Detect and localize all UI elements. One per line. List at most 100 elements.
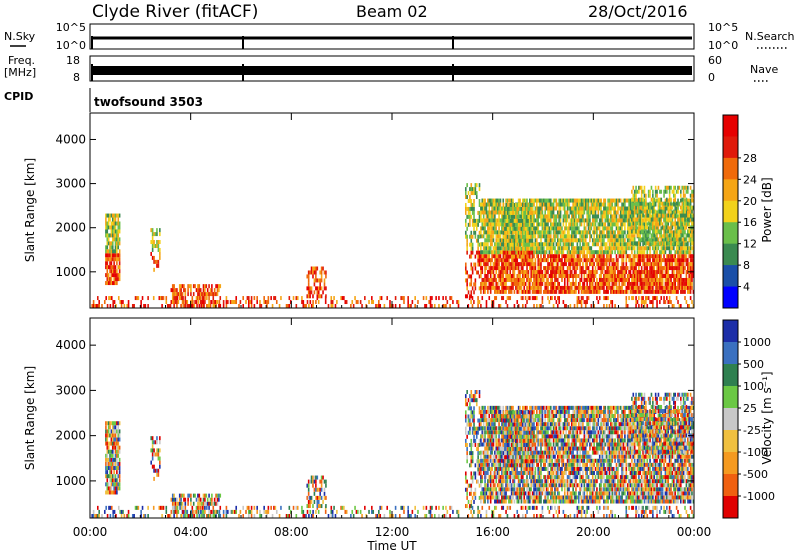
power-cell bbox=[537, 274, 540, 278]
power-cell bbox=[526, 214, 528, 219]
power-cell bbox=[628, 270, 630, 275]
power-cell bbox=[621, 226, 623, 231]
power-cell bbox=[579, 202, 581, 207]
power-cell bbox=[111, 217, 114, 222]
power-cell bbox=[656, 237, 658, 242]
power-cell bbox=[106, 277, 109, 282]
power-cell bbox=[586, 277, 588, 282]
power-cell bbox=[556, 262, 559, 267]
power-cell bbox=[513, 304, 516, 308]
power-cell bbox=[171, 300, 174, 305]
power-cell bbox=[573, 222, 576, 227]
power-cell bbox=[684, 185, 686, 190]
power-cell bbox=[666, 237, 668, 242]
power-cell bbox=[449, 296, 451, 301]
power-cell bbox=[524, 234, 527, 239]
power-cell bbox=[639, 209, 642, 214]
power-cell bbox=[579, 230, 581, 235]
power-cell bbox=[604, 246, 607, 251]
power-cell bbox=[673, 270, 675, 275]
power-cell bbox=[663, 300, 665, 305]
power-cell bbox=[510, 206, 513, 211]
power-cell bbox=[478, 262, 481, 267]
power-cell bbox=[178, 288, 181, 293]
power-cell bbox=[543, 230, 545, 235]
power-cell bbox=[156, 228, 158, 233]
power-cell bbox=[626, 242, 629, 247]
power-cell bbox=[429, 300, 432, 305]
power-cell bbox=[670, 258, 672, 263]
power-cell bbox=[596, 285, 598, 290]
power-cell bbox=[452, 300, 454, 305]
power-cell bbox=[562, 262, 565, 267]
power-cell bbox=[306, 286, 309, 291]
power-cell bbox=[528, 238, 531, 243]
power-cell bbox=[680, 250, 682, 255]
power-cell bbox=[488, 281, 491, 286]
power-cell bbox=[661, 274, 664, 278]
power-cell bbox=[534, 210, 537, 215]
power-cell bbox=[569, 234, 572, 239]
power-cell bbox=[503, 262, 506, 267]
power-cell bbox=[604, 226, 607, 231]
power-cell bbox=[659, 189, 661, 194]
power-cell bbox=[556, 246, 559, 251]
power-cell bbox=[351, 300, 354, 305]
power-cell bbox=[643, 206, 646, 211]
power-cell bbox=[480, 242, 482, 247]
power-cell bbox=[642, 242, 644, 247]
power-cell bbox=[555, 242, 558, 247]
power-cell bbox=[643, 277, 646, 282]
power-cell bbox=[660, 214, 663, 219]
power-cell bbox=[506, 296, 509, 301]
power-cell bbox=[166, 304, 169, 308]
power-cell bbox=[522, 266, 524, 271]
power-cell bbox=[464, 294, 467, 299]
power-cell bbox=[654, 270, 657, 275]
power-cell bbox=[151, 228, 154, 233]
power-cell bbox=[664, 198, 667, 203]
power-cell bbox=[603, 304, 605, 308]
power-cell bbox=[680, 213, 682, 218]
power-cell bbox=[151, 247, 154, 252]
power-cell bbox=[656, 226, 658, 231]
power-cell bbox=[494, 202, 496, 207]
power-cell bbox=[677, 241, 679, 246]
power-cell bbox=[671, 246, 674, 251]
power-cell bbox=[594, 198, 597, 203]
power-cell bbox=[544, 198, 546, 203]
power-cell bbox=[536, 242, 538, 247]
power-cell bbox=[643, 237, 646, 242]
power-cell bbox=[687, 304, 689, 308]
colorbar-segment bbox=[723, 157, 738, 180]
power-cell bbox=[625, 206, 628, 211]
power-cell bbox=[677, 225, 679, 230]
power-cell bbox=[587, 246, 590, 251]
power-cell bbox=[111, 265, 114, 270]
power-cell bbox=[521, 238, 524, 243]
velocity-cell bbox=[117, 425, 120, 430]
power-cell bbox=[586, 242, 588, 247]
power-cell bbox=[492, 210, 495, 215]
power-cell bbox=[495, 230, 498, 235]
power-cell bbox=[558, 254, 560, 259]
power-cell bbox=[615, 281, 618, 286]
power-cell bbox=[649, 225, 651, 230]
power-cell bbox=[548, 206, 551, 211]
power-cell bbox=[619, 266, 622, 271]
power-cell bbox=[504, 226, 506, 231]
power-cell bbox=[499, 277, 502, 282]
power-cell bbox=[312, 300, 314, 305]
power-cell bbox=[582, 202, 584, 207]
power-cell bbox=[569, 226, 572, 231]
power-cell bbox=[496, 202, 499, 207]
power-cell bbox=[325, 294, 327, 299]
power-cell bbox=[608, 226, 611, 231]
power-cell bbox=[647, 296, 650, 301]
velocity-cell bbox=[106, 461, 109, 466]
power-cell bbox=[464, 266, 467, 271]
power-cell bbox=[549, 206, 552, 211]
power-cell bbox=[664, 250, 667, 255]
power-cell bbox=[684, 296, 686, 301]
power-cell bbox=[534, 226, 537, 231]
